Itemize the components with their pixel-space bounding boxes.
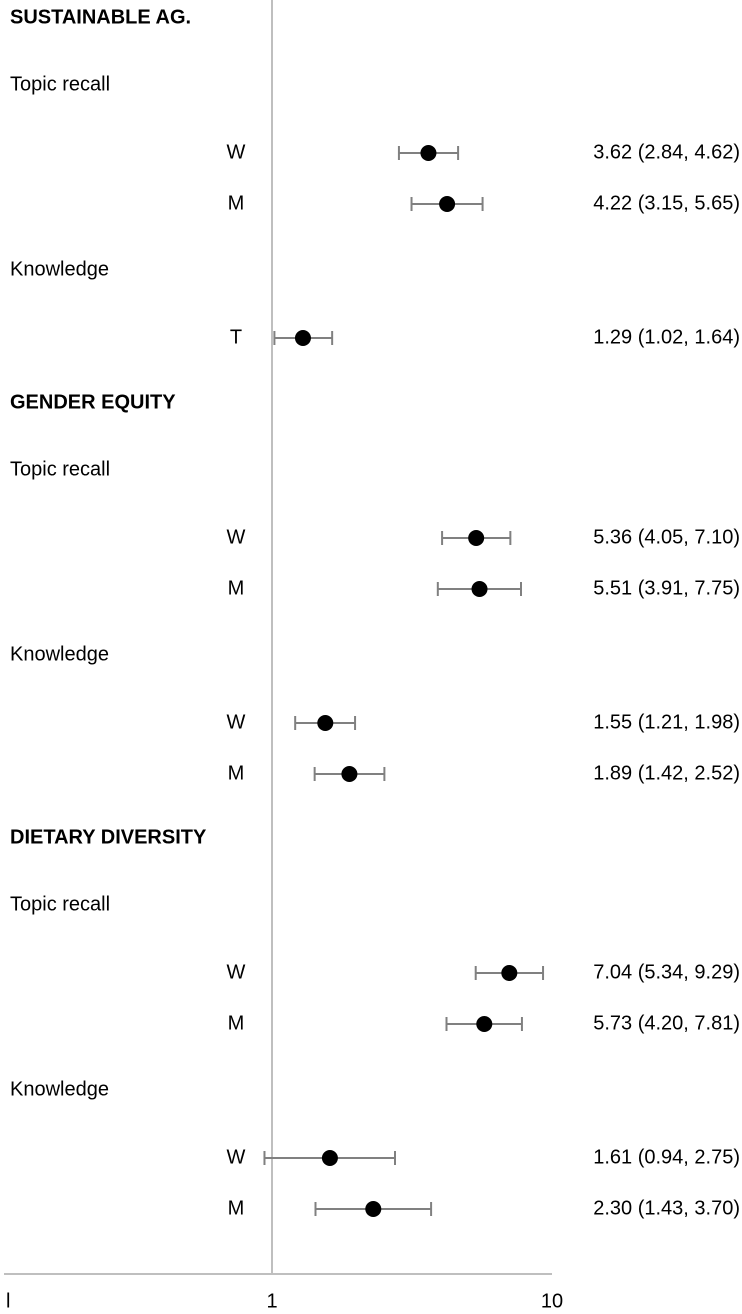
estimate-point [468, 530, 485, 546]
group-label: M [228, 1012, 245, 1034]
group-label: W [227, 526, 246, 548]
estimate-label: 1.55 (1.21, 1.98) [593, 711, 740, 733]
estimate-label: 3.62 (2.84, 4.62) [593, 141, 740, 163]
outcome-label: Topic recall [10, 458, 110, 480]
x-tick-label: 10 [541, 1290, 563, 1312]
outcome-label: Topic recall [10, 893, 110, 915]
group-label: M [228, 1197, 245, 1219]
group-label: M [228, 192, 245, 214]
x-tick-label: 1 [266, 1290, 277, 1312]
outcome-label: Knowledge [10, 1078, 109, 1100]
group-label: T [230, 326, 242, 348]
estimate-point [294, 330, 311, 346]
estimate-point [317, 715, 334, 731]
estimate-point [501, 965, 518, 981]
section-title: GENDER EQUITY [10, 391, 176, 413]
group-label: W [227, 711, 246, 733]
x-tick-label: l [6, 1290, 10, 1312]
group-label: M [228, 762, 245, 784]
estimate-label: 5.36 (4.05, 7.10) [593, 526, 740, 548]
estimate-label: 1.89 (1.42, 2.52) [593, 762, 740, 784]
outcome-label: Topic recall [10, 73, 110, 95]
group-label: W [227, 1146, 246, 1168]
group-label: W [227, 961, 246, 983]
estimate-point [439, 196, 456, 212]
estimate-label: 1.29 (1.02, 1.64) [593, 326, 740, 348]
estimate-point [471, 581, 488, 597]
estimate-label: 2.30 (1.43, 3.70) [593, 1197, 740, 1219]
estimate-label: 5.51 (3.91, 7.75) [593, 577, 740, 599]
estimate-point [420, 145, 437, 161]
estimate-point [476, 1016, 493, 1032]
outcome-label: Knowledge [10, 258, 109, 280]
group-label: M [228, 577, 245, 599]
group-label: W [227, 141, 246, 163]
section-title: SUSTAINABLE AG. [10, 6, 191, 28]
estimate-label: 7.04 (5.34, 9.29) [593, 961, 740, 983]
estimate-label: 5.73 (4.20, 7.81) [593, 1012, 740, 1034]
estimate-label: 1.61 (0.94, 2.75) [593, 1146, 740, 1168]
section-title: DIETARY DIVERSITY [10, 826, 207, 848]
estimate-point [321, 1150, 338, 1166]
estimate-point [365, 1201, 382, 1217]
outcome-label: Knowledge [10, 643, 109, 665]
estimate-label: 4.22 (3.15, 5.65) [593, 192, 740, 214]
estimate-point [341, 766, 358, 782]
